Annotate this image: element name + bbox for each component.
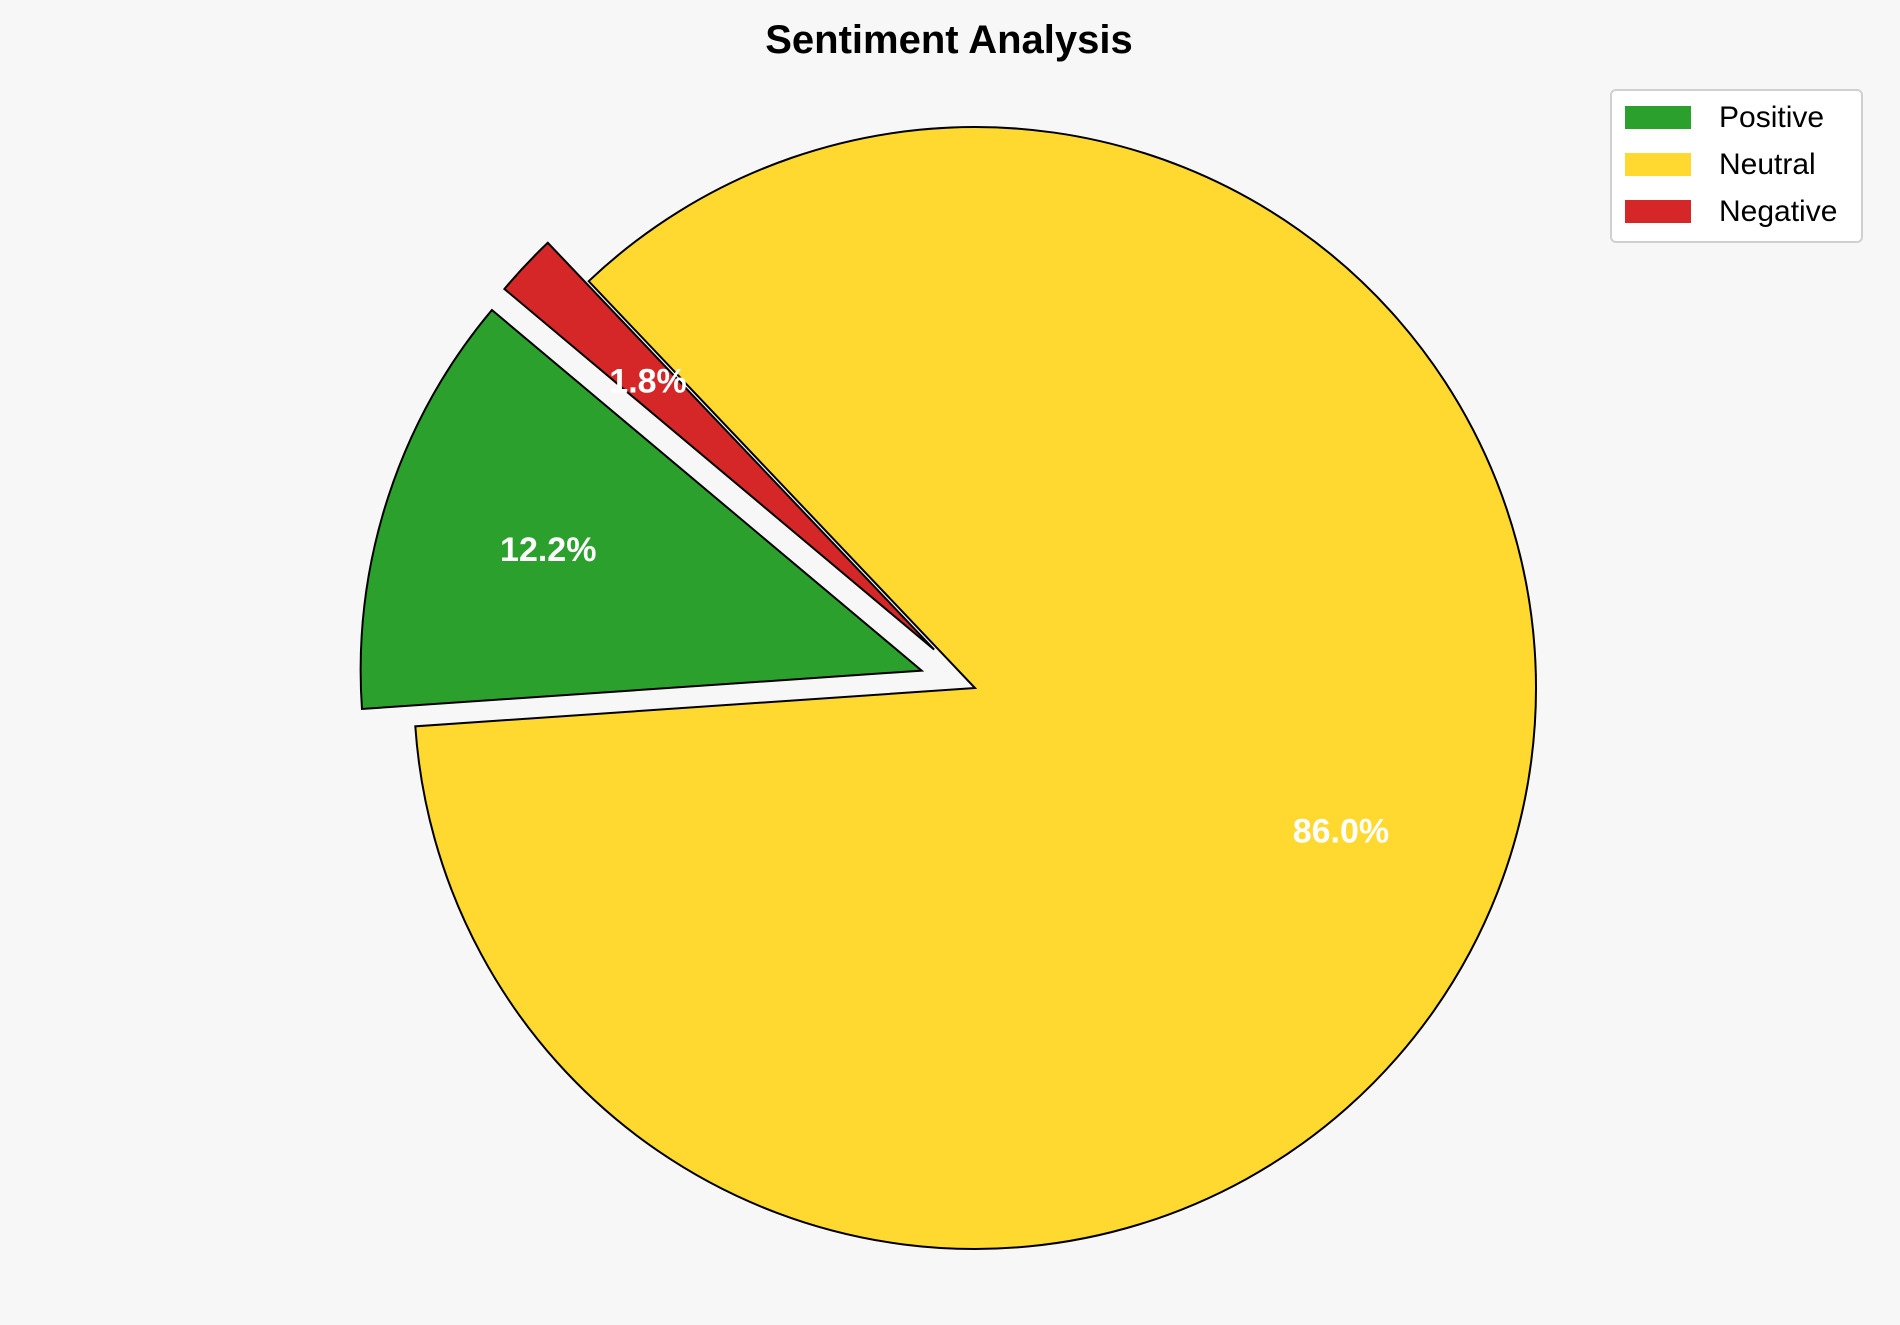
pct-label-negative: 1.8% <box>609 363 687 401</box>
legend-swatch-positive <box>1625 106 1691 129</box>
chart-title: Sentiment Analysis <box>765 18 1133 62</box>
pie-wedges <box>359 126 1537 1250</box>
wedge-negative <box>502 241 935 651</box>
legend: Positive Neutral Negative <box>1610 89 1863 243</box>
pct-label-neutral: 86.0% <box>1293 813 1389 851</box>
legend-swatch-neutral <box>1625 153 1691 176</box>
legend-label-positive: Positive <box>1719 101 1824 134</box>
pie-labels: 12.2% 86.0% 1.8% <box>500 363 1389 851</box>
wedge-positive <box>359 308 925 711</box>
pct-label-positive: 12.2% <box>500 531 596 569</box>
legend-label-neutral: Neutral <box>1719 148 1816 181</box>
wedge-neutral <box>414 126 1537 1250</box>
legend-swatch-negative <box>1625 200 1691 223</box>
legend-label-negative: Negative <box>1719 195 1837 228</box>
